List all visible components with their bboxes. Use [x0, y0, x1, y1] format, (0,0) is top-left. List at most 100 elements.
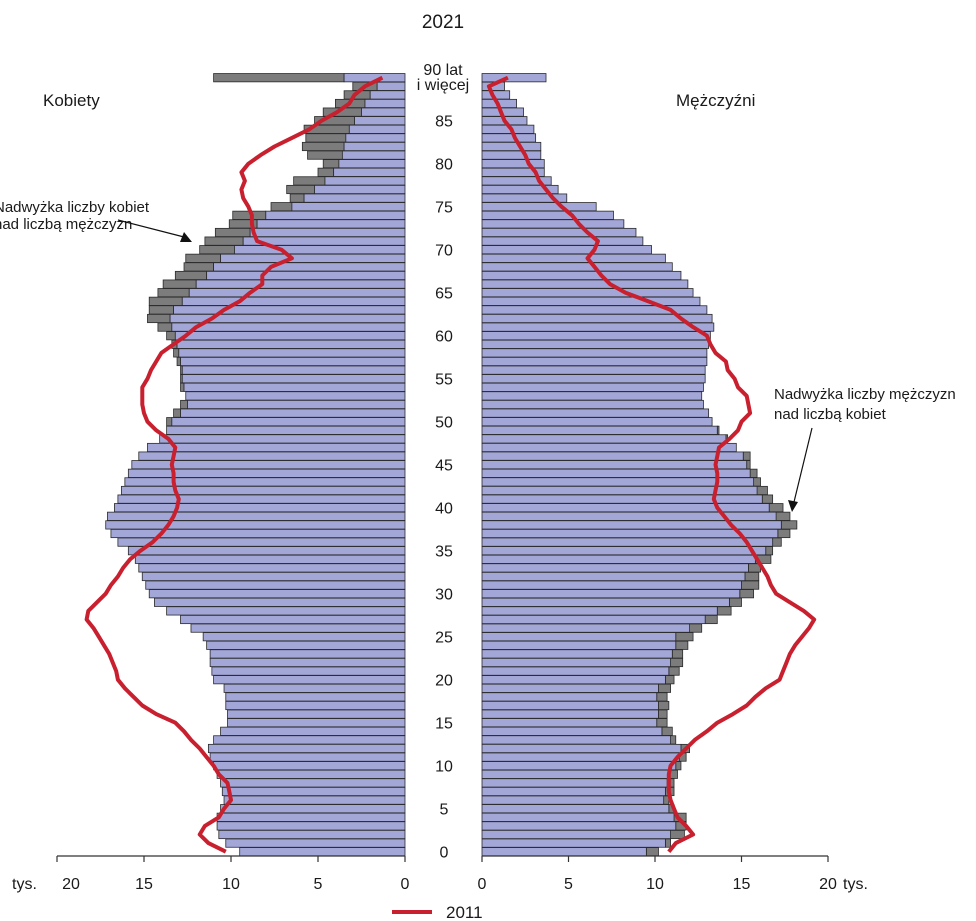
men-bar [481, 829, 671, 840]
men-bar [481, 580, 742, 590]
line-2011-series [84, 75, 817, 854]
women-bar [234, 245, 406, 255]
annotation-men-line2: nad liczbą kobiet [774, 406, 887, 423]
age-tick-label: 25 [435, 630, 453, 647]
unit-right: tys. [843, 876, 868, 893]
women-bar [145, 580, 406, 590]
women-surplus-bar [162, 279, 197, 289]
men-surplus-bar [668, 666, 680, 676]
women-bar [220, 778, 406, 788]
women-bar [206, 640, 406, 650]
legend-label-2011: 2011 [446, 903, 483, 921]
men-bar [481, 460, 748, 470]
women-surplus-bar [322, 159, 340, 169]
men-bar [481, 399, 704, 410]
men-bar [481, 718, 658, 728]
men-surplus-bar [768, 503, 784, 513]
men-bar [481, 288, 694, 298]
men-surplus-bar [656, 718, 668, 728]
age-tick-label: 70 [435, 243, 453, 260]
men-bar [481, 141, 542, 152]
men-surplus-bar [689, 623, 703, 633]
age-tick-label: 50 [435, 415, 453, 432]
women-bar [188, 288, 406, 298]
men-surplus-bar [761, 494, 774, 504]
men-bar [481, 133, 537, 143]
x-tick-label-left: 20 [62, 876, 80, 893]
women-surplus-bar [147, 313, 171, 324]
women-surplus-bar [148, 296, 183, 306]
men-bar [481, 503, 770, 513]
women-surplus-bar [214, 227, 251, 238]
men-bar [481, 597, 730, 607]
annotation-women-line2: nad liczbą mężczyzn [0, 216, 132, 233]
men-bar [481, 494, 763, 504]
men-bar [481, 73, 547, 83]
men-bar [481, 296, 701, 306]
men-bar [481, 649, 673, 659]
men-bar [481, 253, 666, 263]
men-bar [481, 245, 652, 255]
men-bar [481, 657, 671, 668]
men-surplus-bar [670, 657, 684, 668]
women-bar [225, 692, 406, 702]
x-tick-label-left: 10 [222, 876, 240, 893]
men-bar [481, 279, 689, 289]
age-tick-label: 45 [435, 458, 453, 475]
men-bar [481, 571, 746, 582]
men-surplus-bar [658, 709, 668, 719]
women-bar [181, 365, 406, 375]
women-bar [345, 133, 406, 143]
men-surplus-bar [753, 477, 761, 487]
women-bar [180, 408, 406, 418]
men-bar [481, 752, 680, 762]
men-bar [481, 374, 706, 384]
x-tick-label-left: 0 [401, 876, 410, 893]
women-surplus-bar [286, 184, 315, 195]
women-bar [159, 434, 406, 444]
men-bar [481, 606, 718, 616]
men-surplus-bar [775, 511, 791, 521]
women-bar [213, 761, 406, 771]
men-bar [481, 365, 706, 375]
women-bar [114, 503, 406, 513]
men-surplus-bar [661, 726, 673, 736]
age-tick-label: 75 [435, 200, 453, 217]
men-surplus-bar [675, 761, 682, 771]
age-top-label-line2: i więcej [417, 77, 469, 94]
women-bar [341, 150, 406, 160]
men-bar [481, 692, 658, 702]
women-bar [227, 709, 406, 719]
men-bar [481, 761, 677, 771]
women-bar [361, 107, 406, 117]
annotation-women-line1: Nadwyżka liczby kobiet [0, 199, 150, 216]
women-surplus-bar [289, 193, 305, 203]
men-surplus-bar [670, 735, 677, 745]
age-tick-label: 20 [435, 673, 453, 690]
women-bar [343, 141, 406, 152]
women-bar [209, 649, 406, 659]
men-bar [481, 391, 703, 401]
women-bar [216, 821, 406, 831]
men-bar [481, 554, 756, 564]
men-bar [481, 700, 659, 711]
men-surplus-bar [671, 649, 684, 659]
women-bars [105, 73, 406, 857]
men-bar [481, 331, 711, 341]
men-bar [481, 262, 673, 272]
women-surplus-bar [293, 176, 326, 186]
men-bar [481, 408, 710, 418]
men-bar [481, 356, 708, 367]
women-bar [185, 391, 406, 401]
men-bar [481, 632, 677, 642]
women-bar [256, 219, 406, 229]
women-bar [223, 795, 406, 805]
women-bar [183, 382, 406, 392]
women-bar [239, 847, 406, 857]
women-bar [338, 159, 406, 169]
women-bar [166, 425, 406, 435]
women-bar [141, 571, 406, 582]
women-surplus-bar [173, 408, 181, 418]
age-tick-label: 35 [435, 544, 453, 561]
men-surplus-bar [749, 468, 758, 478]
